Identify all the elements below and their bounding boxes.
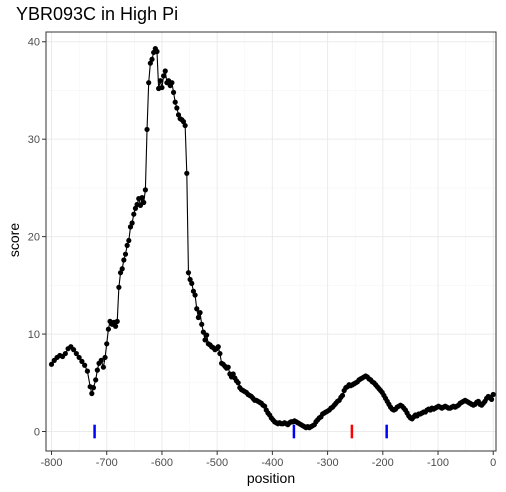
data-point	[159, 84, 165, 91]
data-point	[112, 323, 119, 329]
data-point	[235, 380, 241, 386]
grid-layer	[46, 32, 496, 451]
data-point	[73, 350, 79, 357]
data-point	[104, 341, 110, 347]
data-point	[182, 122, 188, 129]
data-point	[339, 392, 346, 399]
data-point	[488, 396, 495, 402]
data-point	[197, 310, 203, 316]
data-point	[190, 288, 197, 294]
data-point	[225, 364, 231, 370]
data-point	[98, 357, 104, 363]
data-point	[490, 391, 496, 398]
data-point	[147, 60, 153, 66]
x-tick-label: -100	[427, 457, 449, 469]
data-point	[71, 347, 77, 353]
axis-layer: -800 -700 -600 -500 -400 -300 -200 -100 0 0 10 20 30…	[28, 31, 497, 469]
data-point	[170, 89, 177, 96]
data-point	[194, 306, 200, 312]
x-tick-label: -700	[96, 457, 118, 469]
y-tick-label: 20	[28, 232, 40, 244]
data-point	[172, 99, 178, 105]
data-point	[131, 211, 137, 217]
data-point	[169, 80, 175, 86]
data-point	[116, 284, 122, 290]
data-point	[215, 344, 221, 350]
x-axis-title: position	[247, 470, 295, 486]
data-point	[185, 270, 192, 276]
x-tick-label: -400	[261, 457, 283, 469]
y-tick-label: 10	[28, 329, 40, 341]
x-tick-label: -300	[317, 457, 339, 469]
data-point	[174, 105, 180, 111]
point-layer	[48, 45, 496, 431]
data-point	[93, 377, 99, 383]
data-point	[195, 314, 201, 321]
y-tick-label: 0	[34, 427, 40, 439]
data-point	[100, 364, 107, 370]
data-point	[146, 80, 152, 86]
data-point	[141, 199, 147, 206]
data-point	[144, 126, 150, 133]
data-point	[142, 187, 148, 193]
panel-border	[45, 31, 497, 452]
data-point	[161, 73, 167, 79]
data-point	[126, 237, 132, 244]
data-point	[129, 220, 135, 226]
x-tick-label: -600	[151, 457, 173, 469]
data-point	[184, 170, 190, 176]
data-point	[187, 276, 193, 283]
data-point	[84, 368, 91, 374]
data-point	[217, 350, 223, 357]
data-point	[79, 358, 85, 364]
data-point	[162, 68, 168, 74]
data-point	[62, 350, 68, 357]
chart-title: YBR093C in High Pi	[16, 4, 179, 24]
y-tick-label: 40	[28, 37, 40, 49]
data-point	[149, 56, 155, 62]
data-point	[154, 48, 160, 55]
data-point	[157, 78, 163, 84]
data-point	[89, 390, 95, 397]
data-point	[48, 361, 55, 367]
data-point	[114, 318, 120, 324]
data-point	[180, 119, 187, 125]
data-point	[121, 257, 127, 263]
y-tick-label: 30	[28, 134, 40, 146]
data-point	[122, 251, 129, 257]
data-point	[189, 280, 195, 286]
y-axis-title: score	[6, 223, 22, 257]
data-point	[139, 195, 145, 201]
data-point	[202, 337, 208, 343]
data-point	[199, 321, 205, 327]
data-point	[76, 354, 82, 361]
x-tick-label: -800	[41, 457, 63, 469]
data-point	[119, 266, 125, 272]
data-point	[262, 403, 268, 409]
data-point	[192, 292, 198, 298]
x-tick-label: 0	[490, 457, 496, 469]
data-point	[90, 385, 97, 391]
data-point	[175, 112, 182, 118]
data-point	[117, 270, 124, 276]
plot-panel	[46, 32, 496, 451]
data-point	[127, 224, 134, 230]
marker-layer	[93, 424, 388, 439]
data-point	[94, 367, 100, 373]
x-tick-label: -200	[372, 457, 394, 469]
x-tick-label: -500	[206, 457, 228, 469]
data-point	[230, 371, 236, 377]
data-point	[132, 205, 139, 211]
data-point	[204, 332, 210, 338]
data-point	[124, 242, 130, 248]
data-point	[82, 362, 88, 368]
data-point	[102, 354, 108, 361]
data-point	[105, 326, 111, 332]
